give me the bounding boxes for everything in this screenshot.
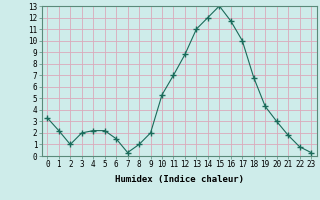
X-axis label: Humidex (Indice chaleur): Humidex (Indice chaleur) [115,175,244,184]
